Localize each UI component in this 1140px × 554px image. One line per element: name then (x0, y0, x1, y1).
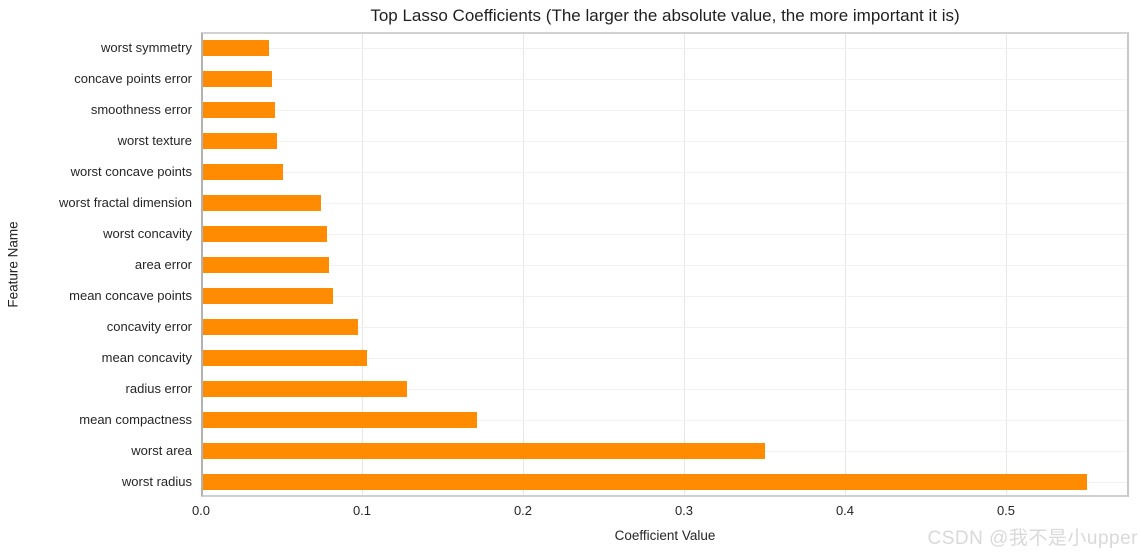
x-tick-label: 0.5 (996, 503, 1016, 518)
bar-worst-concavity (203, 226, 327, 242)
y-gridline (203, 389, 1127, 390)
y-tick-label: concave points error (74, 71, 192, 86)
y-tick-label: worst area (131, 443, 192, 458)
y-gridline (203, 296, 1127, 297)
y-tick-label: mean compactness (79, 412, 192, 427)
x-tick-label: 0.4 (835, 503, 855, 518)
watermark: CSDN @我不是小upper (927, 528, 1138, 549)
y-tick-label: concavity error (106, 319, 192, 334)
y-gridline (203, 265, 1127, 266)
bar-worst-texture (203, 133, 277, 149)
y-tick-label: worst symmetry (101, 40, 192, 55)
bar-smoothness-error (203, 102, 275, 118)
x-tick-label: 0.0 (191, 503, 211, 518)
y-tick-label: area error (134, 257, 192, 272)
y-tick-label: worst radius (121, 474, 192, 489)
x-gridline (844, 34, 846, 495)
bar-worst-area (203, 443, 765, 459)
bar-worst-fractal-dimension (203, 195, 321, 211)
x-gridline (683, 34, 685, 495)
y-tick-label: worst concave points (70, 164, 192, 179)
y-tick-label: worst fractal dimension (59, 195, 192, 210)
y-gridline (203, 203, 1127, 204)
plot-area (201, 32, 1129, 497)
x-gridline (1005, 34, 1007, 495)
y-tick-label: mean concave points (69, 288, 192, 303)
chart-title: Top Lasso Coefficients (The larger the a… (370, 6, 960, 25)
bar-radius-error (203, 381, 407, 397)
x-tick-label: 0.1 (352, 503, 372, 518)
bar-mean-concavity (203, 350, 367, 366)
y-gridline (203, 141, 1127, 142)
x-gridline (522, 34, 524, 495)
x-tick-label: 0.2 (513, 503, 533, 518)
x-gridline (361, 34, 363, 495)
bar-worst-symmetry (203, 40, 269, 56)
y-tick-label: radius error (125, 381, 192, 396)
x-tick-label: 0.3 (674, 503, 694, 518)
bar-mean-compactness (203, 412, 477, 428)
y-tick-label: worst concavity (103, 226, 192, 241)
y-gridline (203, 79, 1127, 80)
y-gridline (203, 110, 1127, 111)
bar-concavity-error (203, 319, 358, 335)
y-gridline (203, 48, 1127, 49)
y-gridline (203, 327, 1127, 328)
bar-mean-concave-points (203, 288, 333, 304)
bar-worst-concave-points (203, 164, 283, 180)
y-gridline (203, 172, 1127, 173)
y-tick-label: smoothness error (90, 102, 192, 117)
y-gridline (203, 358, 1127, 359)
bar-worst-radius (203, 474, 1087, 490)
y-tick-label: mean concavity (101, 350, 192, 365)
x-axis-title: Coefficient Value (614, 528, 716, 543)
bar-concave-points-error (203, 71, 272, 87)
y-gridline (203, 234, 1127, 235)
y-tick-label: worst texture (117, 133, 192, 148)
y-gridline (203, 420, 1127, 421)
bar-area-error (203, 257, 329, 273)
